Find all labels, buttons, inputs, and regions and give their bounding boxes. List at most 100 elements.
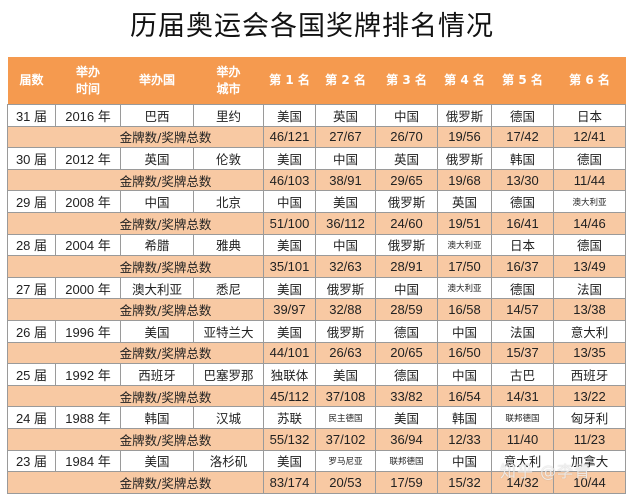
rank-2-medal-cell: 37/102 [315, 427, 376, 451]
year-cell: 1992 年 [55, 363, 121, 386]
rank-5-country-cell: 德国 [491, 276, 554, 300]
rank-6-medal-cell: 13/22 [553, 384, 626, 408]
rank-5-country-cell: 意大利 [491, 449, 554, 473]
games-info-row: 25 届 1992 年西班牙 巴塞罗那 独联体 美国 德国 中国 古巴 西班牙 [7, 363, 626, 386]
medal-count-row: 金牌数/奖牌总数 51/100 36/112 24/60 19/51 16/41 14/46 [7, 211, 626, 235]
host-country-cell: 美国 [120, 319, 194, 343]
rank-4-country-cell: 俄罗斯 [437, 147, 492, 170]
rank-4-country-cell: 英国 [437, 190, 492, 213]
medal-label-cell: 金牌数/奖牌总数 [7, 298, 264, 321]
rank-6-country-cell: 西班牙 [553, 363, 626, 386]
host-city-cell: 亚特兰大 [193, 319, 264, 343]
rank-3-medal-cell: 33/82 [375, 384, 438, 408]
medal-count-row: 金牌数/奖牌总数 35/101 32/63 28/91 17/50 16/37 13/49 [7, 255, 626, 278]
rank-5-medal-cell: 17/42 [491, 125, 554, 149]
rank-2-country-cell: 美国 [315, 363, 376, 386]
rank-6-country-cell: 日本 [553, 104, 626, 127]
header-host-country: 举办国 [120, 57, 194, 105]
rank-5-medal-cell: 14/32 [491, 471, 554, 494]
rank-3-country-cell: 中国 [375, 276, 438, 300]
host-country-cell: 希腊 [120, 233, 194, 257]
header-rank-6: 第 6 名 [553, 57, 626, 105]
games-info-row: 26 届 1996 年美国 亚特兰大 美国 俄罗斯 德国 中国 法国 意大利 [7, 319, 626, 343]
rank-4-country-cell: 澳大利亚 [437, 233, 492, 257]
year-cell: 1988 年 [55, 406, 121, 429]
medal-count-row: 金牌数/奖牌总数 46/121 27/67 26/70 19/56 17/42 12/41 [7, 125, 626, 149]
medal-table: 届数 举办 时间 举办国 举办 城市 第 1 名 第 2 名 第 3 名 第 4 名… [7, 57, 626, 494]
rank-5-country-cell: 韩国 [491, 147, 554, 170]
host-country-cell: 澳大利亚 [120, 276, 194, 300]
rank-1-country-cell: 美国 [263, 147, 316, 170]
medal-count-row: 金牌数/奖牌总数 44/101 26/63 20/65 16/50 15/37 13/35 [7, 341, 626, 365]
rank-3-country-cell: 德国 [375, 319, 438, 343]
rank-2-medal-cell: 26/63 [315, 341, 376, 365]
rank-3-country-cell: 俄罗斯 [375, 233, 438, 257]
rank-2-country-cell: 英国 [315, 104, 376, 127]
rank-6-medal-cell: 10/44 [553, 471, 626, 494]
rank-4-medal-cell: 19/68 [437, 168, 492, 192]
rank-4-medal-cell: 17/50 [437, 255, 492, 278]
rank-3-country-cell: 英国 [375, 147, 438, 170]
rank-4-country-cell: 中国 [437, 319, 492, 343]
rank-4-medal-cell: 16/50 [437, 341, 492, 365]
header-row: 届数 举办 时间 举办国 举办 城市 第 1 名 第 2 名 第 3 名 第 4 名… [7, 57, 626, 105]
medal-label-cell: 金牌数/奖牌总数 [7, 341, 264, 365]
host-country-cell: 美国 [120, 449, 194, 473]
rank-2-country-cell: 民主德国 [315, 406, 376, 429]
rank-3-country-cell: 德国 [375, 363, 438, 386]
rank-4-country-cell: 韩国 [437, 406, 492, 429]
medal-label-cell: 金牌数/奖牌总数 [7, 125, 264, 149]
rank-6-medal-cell: 11/44 [553, 168, 626, 192]
header-city-line1: 举办 [216, 64, 241, 79]
rank-4-medal-cell: 16/58 [437, 298, 492, 321]
rank-4-country-cell: 俄罗斯 [437, 104, 492, 127]
rank-3-medal-cell: 28/91 [375, 255, 438, 278]
rank-1-medal-cell: 44/101 [263, 341, 316, 365]
medal-count-row: 金牌数/奖牌总数 83/174 20/53 17/59 15/32 14/32 10/44 [7, 471, 626, 494]
rank-6-medal-cell: 13/38 [553, 298, 626, 321]
host-city-cell: 洛杉矶 [193, 449, 264, 473]
rank-1-medal-cell: 45/112 [263, 384, 316, 408]
rank-3-medal-cell: 26/70 [375, 125, 438, 149]
header-rank-5: 第 5 名 [491, 57, 554, 105]
host-city-cell: 巴塞罗那 [193, 363, 264, 386]
rank-5-country-cell: 德国 [491, 104, 554, 127]
session-cell: 26 届 [7, 319, 56, 343]
host-city-cell: 雅典 [193, 233, 264, 257]
rank-3-medal-cell: 28/59 [375, 298, 438, 321]
session-cell: 25 届 [7, 363, 56, 386]
rank-1-country-cell: 苏联 [263, 406, 316, 429]
rank-5-medal-cell: 15/37 [491, 341, 554, 365]
rank-3-medal-cell: 36/94 [375, 427, 438, 451]
rank-6-country-cell: 加拿大 [553, 449, 626, 473]
rank-3-medal-cell: 29/65 [375, 168, 438, 192]
rank-5-medal-cell: 11/40 [491, 427, 554, 451]
rank-4-medal-cell: 15/32 [437, 471, 492, 494]
rank-2-country-cell: 美国 [315, 190, 376, 213]
session-cell: 27 届 [7, 276, 56, 300]
header-time: 举办 时间 [55, 57, 121, 105]
rank-2-country-cell: 俄罗斯 [315, 319, 376, 343]
rank-5-country-cell: 日本 [491, 233, 554, 257]
games-info-row: 23 届 1984 年美国 洛杉矶 美国 罗马尼亚 联邦德国 中国 意大利 加拿大 [7, 449, 626, 473]
rank-3-country-cell: 俄罗斯 [375, 190, 438, 213]
rank-3-medal-cell: 20/65 [375, 341, 438, 365]
medal-count-row: 金牌数/奖牌总数 55/132 37/102 36/94 12/33 11/40 11/23 [7, 427, 626, 451]
header-host-city: 举办 城市 [193, 57, 264, 105]
rank-3-medal-cell: 17/59 [375, 471, 438, 494]
medal-label-cell: 金牌数/奖牌总数 [7, 211, 264, 235]
page-title: 历届奥运会各国奖牌排名情况 [0, 4, 634, 43]
host-city-cell: 悉尼 [193, 276, 264, 300]
year-cell: 1996 年 [55, 319, 121, 343]
rank-1-country-cell: 独联体 [263, 363, 316, 386]
rank-4-medal-cell: 19/56 [437, 125, 492, 149]
games-info-row: 28 届 2004 年希腊 雅典 美国 中国 俄罗斯 澳大利亚 日本 德国 [7, 233, 626, 257]
medal-label-cell: 金牌数/奖牌总数 [7, 427, 264, 451]
games-info-row: 29 届 2008 年中国 北京 中国 美国 俄罗斯 英国 德国 澳大利亚 [7, 190, 626, 213]
rank-2-medal-cell: 37/108 [315, 384, 376, 408]
session-cell: 28 届 [7, 233, 56, 257]
rank-6-country-cell: 匈牙利 [553, 406, 626, 429]
header-rank-3: 第 3 名 [375, 57, 438, 105]
rank-5-medal-cell: 14/57 [491, 298, 554, 321]
rank-1-country-cell: 美国 [263, 449, 316, 473]
